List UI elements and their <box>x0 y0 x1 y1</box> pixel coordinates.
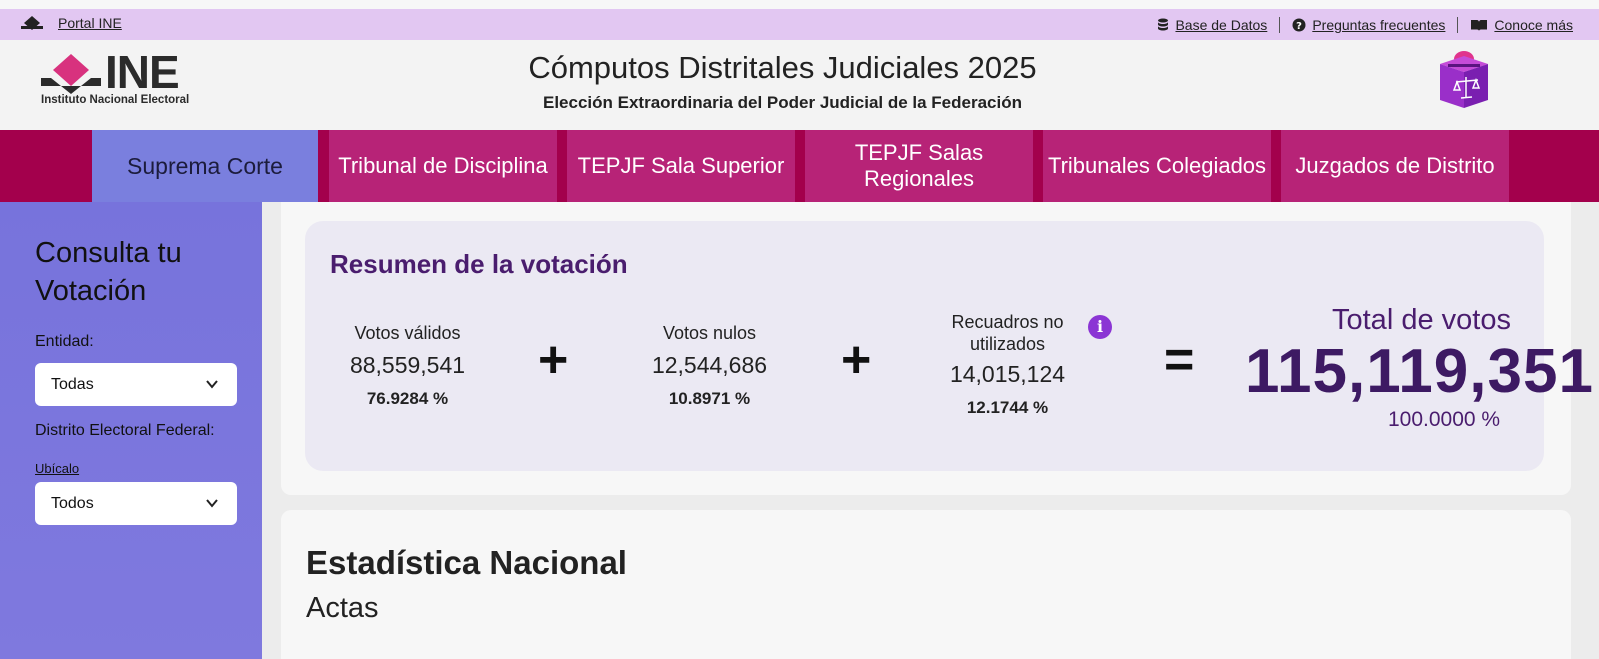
summary-title: Resumen de la votación <box>330 249 628 279</box>
total-label: Total de votos <box>1332 304 1511 336</box>
chevron-down-icon <box>206 499 218 508</box>
recuadros-label-line2: utilizados <box>969 334 1046 354</box>
entidad-select[interactable]: Todas <box>35 363 237 406</box>
actas-subtitle: Actas <box>306 592 379 624</box>
header: INE Instituto Nacional Electoral Cómputo… <box>0 40 1599 130</box>
portal-ine-link[interactable]: Portal INE <box>20 15 122 31</box>
votos-nulos-stat: Votos nulos 12,544,686 10.8971 % <box>627 322 792 409</box>
portal-ine-label[interactable]: Portal INE <box>58 15 122 31</box>
main-nav: Suprema Corte Tribunal de Disciplina TEP… <box>0 130 1599 202</box>
conoce-mas-label[interactable]: Conoce más <box>1494 17 1573 33</box>
chevron-down-icon <box>206 380 218 389</box>
page-subtitle: Elección Extraordinaria del Poder Judici… <box>543 93 1022 112</box>
estadistica-title: Estadística Nacional <box>306 544 627 581</box>
distrito-label: Distrito Electoral Federal: <box>35 422 215 439</box>
votos-validos-label: Votos válidos <box>354 323 461 343</box>
tab-tribunales-colegiados[interactable]: Tribunales Colegiados <box>1043 130 1271 202</box>
sidebar: Consulta tu Votación Entidad: Todas Dist… <box>0 202 262 659</box>
equals-sign: = <box>1164 331 1195 389</box>
total-pct: 100.0000 % <box>1388 408 1501 431</box>
question-icon: ? <box>1292 18 1306 32</box>
svg-text:?: ? <box>1296 21 1302 32</box>
votos-nulos-label: Votos nulos <box>662 323 757 343</box>
entidad-value: Todas <box>51 375 94 393</box>
tab-tepjf-sala-superior[interactable]: TEPJF Sala Superior <box>567 130 795 202</box>
conoce-mas-link[interactable]: Conoce más <box>1457 17 1573 33</box>
votos-validos-stat: Votos válidos 88,559,541 76.9284 % <box>325 322 490 409</box>
ine-logo-mark-icon <box>41 54 101 94</box>
base-de-datos-link[interactable]: Base de Datos <box>1145 17 1279 33</box>
tab-juzgados-de-distrito[interactable]: Juzgados de Distrito <box>1281 130 1509 202</box>
plus-sign: + <box>841 331 872 389</box>
logo-subtitle: Instituto Nacional Electoral <box>41 94 190 106</box>
tab-tepjf-salas-regionales[interactable]: TEPJF Salas Regionales <box>805 130 1033 202</box>
ine-logo[interactable]: INE Instituto Nacional Electoral <box>41 48 231 112</box>
sidebar-title: Consulta tu Votación <box>35 237 182 307</box>
top-bar: Portal INE Base de Datos ? Preguntas fre… <box>0 9 1599 40</box>
votos-nulos-value: 12,544,686 <box>651 352 768 378</box>
tab-tribunal-de-disciplina[interactable]: Tribunal de Disciplina <box>329 130 557 202</box>
page-title: Cómputos Distritales Judiciales 2025 <box>528 50 1037 85</box>
total-value: 115,119,351 <box>1245 337 1594 406</box>
database-icon <box>1158 18 1169 31</box>
recuadros-pct: 12.1744 % <box>966 398 1049 417</box>
tab-suprema-corte[interactable]: Suprema Corte <box>92 130 318 202</box>
recuadros-stat: Recuadros no utilizados 14,015,124 12.17… <box>925 311 1090 418</box>
preguntas-frecuentes-label[interactable]: Preguntas frecuentes <box>1312 17 1446 33</box>
plus-sign: + <box>538 331 569 389</box>
estadistica-card: Estadística Nacional Actas <box>281 510 1571 659</box>
vote-summary-panel: Resumen de la votación Votos válidos 88,… <box>305 221 1593 471</box>
ubicalo-link[interactable]: Ubícalo <box>35 461 80 476</box>
entidad-label: Entidad: <box>35 333 94 350</box>
ine-diamond-icon <box>21 16 43 30</box>
preguntas-frecuentes-link[interactable]: ? Preguntas frecuentes <box>1279 17 1457 33</box>
info-icon[interactable]: i <box>1088 315 1112 339</box>
ballot-box-icon <box>1440 51 1488 108</box>
book-icon <box>1471 19 1488 31</box>
base-de-datos-label[interactable]: Base de Datos <box>1175 17 1268 33</box>
votos-validos-pct: 76.9284 % <box>366 389 449 408</box>
top-links: Base de Datos ? Preguntas frecuentes Con… <box>1145 14 1573 36</box>
distrito-value: Todos <box>51 494 94 512</box>
votos-validos-value: 88,559,541 <box>349 352 466 378</box>
recuadros-label-line1: Recuadros no <box>951 312 1064 332</box>
logo-word: INE <box>105 46 180 98</box>
votos-nulos-pct: 10.8971 % <box>668 389 751 408</box>
recuadros-value: 14,015,124 <box>949 361 1066 387</box>
top-edge <box>0 0 1599 9</box>
distrito-select[interactable]: Todos <box>35 482 237 525</box>
